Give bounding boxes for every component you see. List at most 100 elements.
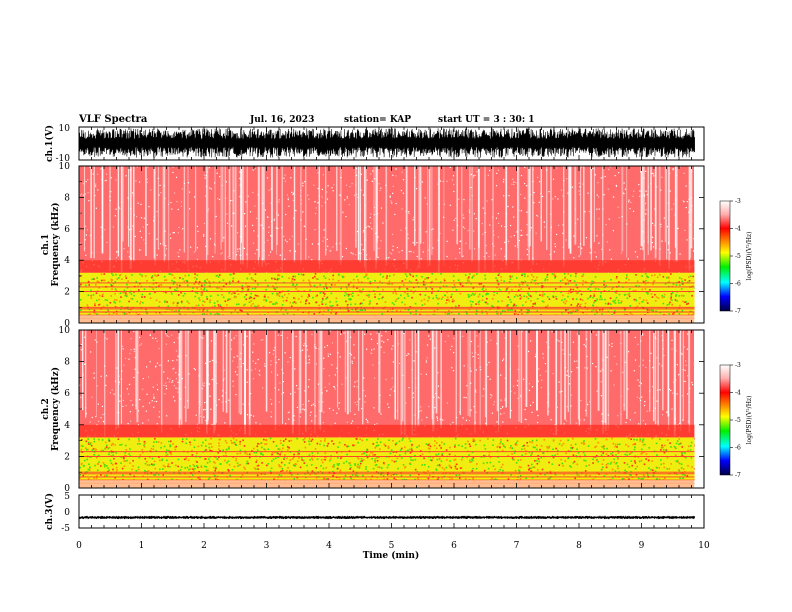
- spectrogram-pixel: [551, 454, 554, 457]
- spectrogram-pixel: [425, 288, 427, 290]
- spectrogram-pixel: [441, 453, 444, 455]
- spectrogram-pixel: [176, 287, 179, 289]
- spectrogram-pixel: [435, 447, 438, 450]
- spectrogram-pixel: [665, 449, 668, 451]
- spectrogram-pixel: [128, 438, 130, 441]
- spectrogram-pixel: [196, 287, 198, 290]
- spectrogram-pixel: [203, 313, 206, 316]
- spectrogram-pixel: [235, 296, 237, 298]
- spectrogram-pixel: [178, 284, 181, 287]
- spectrogram-pixel: [610, 303, 612, 306]
- spectrogram-pixel: [248, 301, 251, 304]
- spectrogram-pixel: [227, 460, 230, 463]
- spectrogram-pixel: [395, 293, 398, 295]
- spectrogram-pixel: [139, 336, 141, 338]
- spectrogram-pixel: [253, 447, 255, 450]
- spectrogram-pixel: [422, 242, 425, 244]
- spectrogram-pixel: [102, 305, 105, 308]
- spectrogram-pixel: [524, 273, 526, 275]
- spectrogram-pixel: [412, 392, 414, 394]
- spectrogram-pixel: [241, 287, 244, 290]
- spectrogram-pixel: [353, 194, 356, 197]
- spectrogram-pixel: [588, 210, 590, 213]
- spectrogram-streak: [153, 166, 155, 259]
- spectrogram-streak: [580, 166, 582, 256]
- spectrogram-pixel: [177, 252, 179, 254]
- spectrogram-pixel: [639, 440, 641, 442]
- spectrogram-pixel: [192, 463, 195, 466]
- spectrogram-pixel: [110, 283, 112, 286]
- spectrogram-pixel: [450, 293, 453, 296]
- spectrogram-pixel: [513, 216, 515, 218]
- spectrogram-pixel: [595, 256, 597, 258]
- spectrogram-pixel: [541, 379, 543, 381]
- spectrogram-pixel: [668, 468, 671, 470]
- spectrogram-pixel: [563, 273, 566, 275]
- spectrogram-pixel: [120, 462, 122, 464]
- spectrogram-pixel: [80, 194, 82, 196]
- spectrogram-pixel: [369, 302, 371, 304]
- spectrogram-pixel: [171, 208, 173, 210]
- spectrogram-pixel: [155, 299, 158, 302]
- spectrogram-pixel: [435, 468, 437, 471]
- spectrogram-pixel: [382, 462, 385, 464]
- spectrogram-pixel: [143, 444, 145, 447]
- spectrogram-pixel: [652, 246, 655, 248]
- spectrogram-pixel: [142, 301, 144, 304]
- spectrogram-pixel: [209, 295, 212, 297]
- spectrogram-pixel: [222, 449, 225, 451]
- spectrogram-pixel: [146, 178, 148, 180]
- spectrogram-pixel: [336, 367, 338, 369]
- spectrogram-pixel: [279, 452, 282, 455]
- spectrogram-pixel: [569, 312, 572, 314]
- spectrogram-pixel: [221, 401, 223, 403]
- spectrogram-streak: [620, 330, 622, 426]
- spectrogram-streak: [274, 330, 277, 431]
- spectrogram-pixel: [678, 312, 681, 315]
- spectrogram-pixel: [652, 309, 654, 312]
- spectrogram-pixel: [375, 232, 377, 235]
- spectrogram-pixel: [329, 305, 332, 307]
- spectrogram-pixel: [371, 349, 373, 351]
- spectrogram-pixel: [492, 439, 495, 441]
- y-tick-label: 8: [64, 193, 70, 203]
- spectrogram-pixel: [136, 443, 139, 445]
- spectrogram-pixel: [109, 392, 112, 394]
- spectrogram-pixel: [349, 352, 351, 355]
- spectrogram-pixel: [564, 277, 566, 280]
- spectrogram-pixel: [406, 354, 408, 356]
- spectrogram-pixel: [243, 466, 245, 469]
- spectrogram-pixel: [361, 309, 364, 311]
- spectrogram-pixel: [496, 446, 499, 448]
- spectrogram-pixel: [206, 462, 209, 464]
- spectrogram-pixel: [374, 279, 376, 282]
- spectrogram-pixel: [607, 188, 609, 190]
- spectrogram-pixel: [361, 302, 363, 305]
- spectrogram-pixel: [397, 297, 400, 300]
- spectrogram-pixel: [85, 440, 88, 443]
- spectrogram-pixel: [507, 287, 509, 289]
- spectrogram-pixel: [393, 477, 396, 480]
- spectrogram-pixel: [645, 453, 648, 455]
- spectrogram-streak: [431, 330, 433, 420]
- spectrogram-pixel: [165, 382, 167, 384]
- spectrogram-pixel: [672, 283, 675, 285]
- spectrogram-pixel: [440, 460, 443, 463]
- spectrogram-pixel: [298, 457, 300, 459]
- spectrogram-pixel: [294, 297, 296, 300]
- spectrogram-pixel: [446, 459, 448, 461]
- spectrogram-pixel: [424, 197, 426, 199]
- spectrogram-pixel: [370, 213, 372, 215]
- spectrogram-pixel: [496, 279, 499, 282]
- spectrogram-pixel: [165, 291, 167, 294]
- spectrogram-pixel: [367, 277, 369, 280]
- spectrogram-pixel: [123, 313, 126, 315]
- spectrogram-pixel: [239, 452, 242, 455]
- spectrogram-pixel: [497, 274, 500, 277]
- waveform-ch1-ylabel: ch.1(V): [44, 125, 55, 162]
- spectrogram-pixel: [143, 239, 145, 241]
- spectrogram-pixel: [541, 468, 544, 471]
- spectrogram-pixel: [171, 334, 173, 336]
- spectrogram-pixel: [427, 447, 430, 450]
- spectrogram-pixel: [317, 202, 319, 204]
